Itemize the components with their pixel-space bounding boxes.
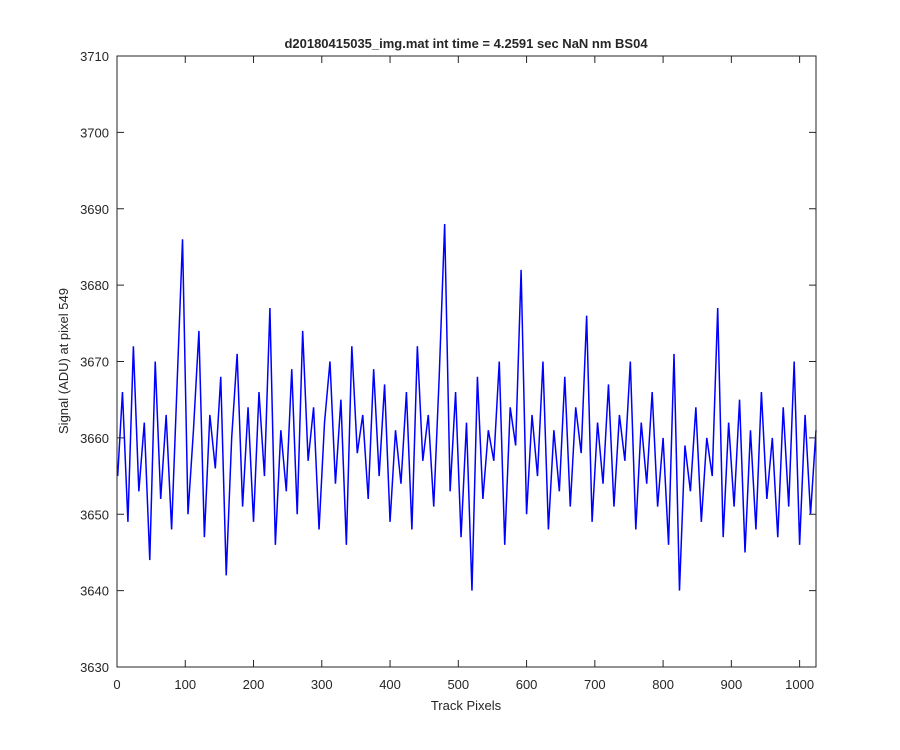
y-tick-label: 3630 (80, 660, 109, 675)
x-tick-label: 900 (721, 677, 743, 692)
y-tick-label: 3650 (80, 507, 109, 522)
x-tick-label: 300 (311, 677, 333, 692)
x-tick-label: 400 (379, 677, 401, 692)
y-axis-label: Signal (ADU) at pixel 549 (56, 288, 71, 434)
series-layer (116, 224, 817, 591)
y-tick-label: 3660 (80, 431, 109, 446)
x-tick-label: 200 (243, 677, 265, 692)
chart-title: d20180415035_img.mat int time = 4.2591 s… (284, 36, 648, 51)
x-tick-label: 100 (174, 677, 196, 692)
tick-layer: 0 100 200 300 400 500 600 700 800 900 1000 3630 3640… (80, 49, 816, 692)
x-tick-label: 700 (584, 677, 606, 692)
x-tick-label: 0 (113, 677, 120, 692)
y-tick-label: 3680 (80, 278, 109, 293)
y-tick-label: 3690 (80, 202, 109, 217)
y-tick-label: 3700 (80, 125, 109, 140)
y-tick-label: 3670 (80, 355, 109, 370)
x-tick-label: 1000 (785, 677, 814, 692)
x-tick-label: 500 (447, 677, 469, 692)
x-tick-label: 600 (516, 677, 538, 692)
plot-area (117, 56, 816, 667)
x-axis-label: Track Pixels (431, 698, 502, 713)
y-tick-label: 3710 (80, 49, 109, 64)
x-tick-label: 800 (652, 677, 674, 692)
series-line (116, 224, 817, 591)
y-tick-label: 3640 (80, 584, 109, 599)
